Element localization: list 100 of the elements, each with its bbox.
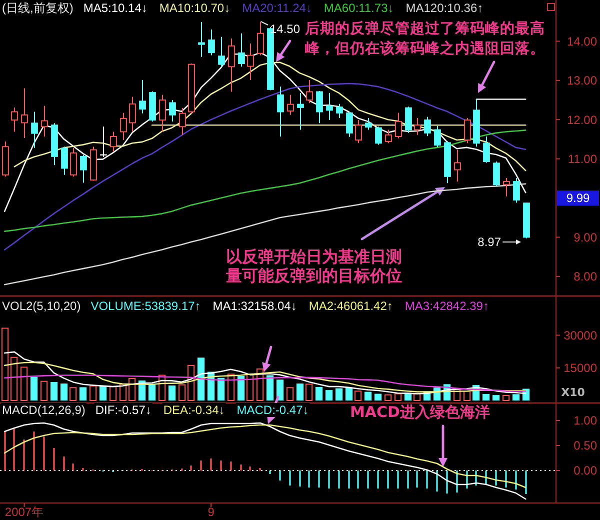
text: MACD:-0.47↓ xyxy=(236,403,309,417)
annotation: MACD进入绿色海洋 xyxy=(350,403,490,421)
bar xyxy=(384,394,392,401)
y-tick-label: 1.00 xyxy=(574,414,598,428)
candlestick xyxy=(139,80,146,114)
bar xyxy=(168,385,176,400)
candlestick xyxy=(198,21,205,58)
bar xyxy=(364,392,372,400)
bar xyxy=(60,384,68,400)
candlestick xyxy=(80,154,87,184)
series-label: DEA:-0.34↓ xyxy=(163,403,225,417)
candlestick xyxy=(208,28,215,56)
candlestick xyxy=(385,129,392,144)
text: MA20:11.24↓ xyxy=(242,1,312,15)
bar xyxy=(266,375,274,400)
text: VOLUME:53839.17↑ xyxy=(90,299,201,313)
x-tick-label: 2007年 xyxy=(4,505,44,520)
price-tag: 9.99 xyxy=(557,190,599,206)
candlestick xyxy=(169,100,176,122)
chart-title: MACD(12,26,9) xyxy=(2,403,86,417)
text: MA1:32158.04↓ xyxy=(212,299,297,313)
bar xyxy=(492,395,500,400)
candlestick xyxy=(306,80,313,104)
candlestick xyxy=(120,112,127,140)
chart-title: (日线,前复权) xyxy=(2,1,74,15)
bar xyxy=(305,384,313,401)
bar xyxy=(354,390,362,401)
bar xyxy=(148,384,156,400)
bar xyxy=(374,394,382,400)
bar xyxy=(335,388,343,400)
annotation: 8.97 xyxy=(478,235,502,250)
candlestick xyxy=(355,119,362,144)
candlestick xyxy=(110,131,117,152)
candlestick xyxy=(228,38,235,92)
candlestick xyxy=(503,178,510,197)
candlestick xyxy=(414,118,421,136)
y-tick-label: 11.00 xyxy=(568,152,598,166)
bar xyxy=(325,390,333,400)
bar xyxy=(482,394,490,400)
candlestick xyxy=(238,32,245,68)
bar xyxy=(345,387,353,400)
candlestick xyxy=(247,43,254,81)
bar xyxy=(394,393,402,401)
bar xyxy=(20,366,28,401)
text: MA2:46061.42↑ xyxy=(308,299,393,313)
y-tick-label: 30000 xyxy=(564,328,598,342)
y-tick-label: 0.50 xyxy=(574,438,598,453)
annotation: 以反弹开始日为基准日测量可能反弹到的目标价位 xyxy=(225,247,402,285)
bar xyxy=(89,385,97,401)
y-tick-label: 0.00 xyxy=(574,464,598,478)
bar xyxy=(99,385,107,400)
candlestick xyxy=(513,178,520,204)
candlestick xyxy=(41,105,48,137)
bar xyxy=(40,380,48,401)
line-series xyxy=(4,362,526,392)
line-series xyxy=(4,374,526,392)
y-tick-label: 8.00 xyxy=(574,270,598,284)
chart-title: VOL2(5,10,20) xyxy=(2,299,81,313)
bar xyxy=(276,380,284,400)
annotation: 后期的反弹尽管超过了筹码峰的最高峰，但仍在该筹码峰之内遇阻回落。 xyxy=(304,19,545,57)
candlestick xyxy=(129,96,136,132)
y-tick-label: 12.00 xyxy=(566,112,598,127)
bar xyxy=(109,386,117,401)
bar xyxy=(128,378,136,401)
y-tick-label: 13.00 xyxy=(566,74,598,88)
candlestick xyxy=(61,146,68,176)
candlestick xyxy=(326,92,333,120)
candlestick xyxy=(346,111,353,138)
candlestick xyxy=(31,111,38,148)
candlestick xyxy=(11,106,18,132)
bar xyxy=(197,358,205,400)
bar xyxy=(512,394,520,400)
candlestick xyxy=(316,90,323,124)
bar xyxy=(502,394,510,401)
candlestick xyxy=(464,118,471,144)
bar xyxy=(10,356,18,401)
candlestick xyxy=(257,21,264,56)
candlestick xyxy=(375,126,382,146)
bar xyxy=(237,376,245,400)
candlestick xyxy=(424,116,431,137)
candlestick xyxy=(218,36,225,68)
text: X10 xyxy=(561,386,586,399)
bar xyxy=(79,387,87,400)
bar xyxy=(286,387,294,401)
text: MA120:10.36↑ xyxy=(406,1,484,15)
candlestick xyxy=(395,112,402,139)
candlestick xyxy=(277,86,284,137)
candlestick xyxy=(493,161,500,186)
text: MA5:10.14↓ xyxy=(83,1,148,15)
text: MA3:42842.39↑ xyxy=(404,299,489,313)
candlestick xyxy=(70,147,77,177)
x-tick-label: 9 xyxy=(208,505,215,520)
candlestick xyxy=(454,149,461,182)
bar xyxy=(217,378,225,400)
bar xyxy=(178,384,186,401)
text: MA10:10.70↓ xyxy=(159,1,230,15)
candlestick xyxy=(483,136,490,164)
text: MA60:11.73↓ xyxy=(324,1,394,15)
y-tick-label: 9.00 xyxy=(574,230,598,244)
bar xyxy=(296,384,304,400)
